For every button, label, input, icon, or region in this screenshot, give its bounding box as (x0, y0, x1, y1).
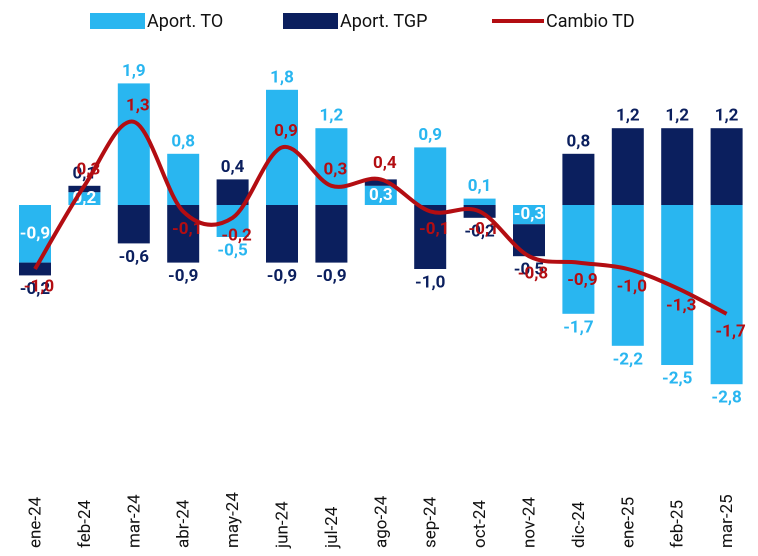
x-tick-label: ene-25 (618, 497, 638, 548)
x-tick-label: ene-24 (25, 496, 45, 548)
x-tick-label: feb-24 (75, 499, 95, 548)
line-label: -0,2 (221, 225, 252, 245)
x-tick-label: jul-24 (322, 506, 342, 549)
legend-label: Aport. TO (147, 11, 223, 32)
bar (562, 153, 595, 205)
value-label: 1,2 (665, 106, 689, 126)
bar (364, 179, 397, 186)
x-tick-label: abr-24 (174, 499, 194, 548)
line-label: -1,7 (715, 321, 746, 341)
line-label: -0,1 (468, 219, 498, 239)
bar (710, 128, 743, 205)
value-label: -1,0 (415, 272, 445, 292)
x-tick-label: feb-25 (668, 500, 688, 548)
bar (266, 205, 298, 263)
bar (414, 205, 447, 269)
bar (315, 205, 348, 263)
bar (611, 205, 644, 346)
value-label: 1,2 (320, 106, 344, 126)
value-label: 1,2 (616, 106, 640, 126)
value-label: -0,9 (267, 266, 297, 286)
line (33, 119, 728, 316)
bar (513, 205, 545, 225)
x-tick-label: ago-24 (371, 495, 391, 548)
bar (463, 198, 496, 205)
line-label: 0,3 (324, 159, 348, 179)
value-label: 1,9 (122, 61, 146, 81)
value-label: -0,9 (20, 223, 50, 243)
line-label: 1,3 (126, 95, 150, 115)
line-label: 0,3 (77, 159, 101, 179)
line-label: -0,1 (419, 219, 449, 239)
value-label: -0,5 (217, 240, 248, 260)
bar (315, 128, 348, 205)
value-label: -2,5 (662, 368, 693, 388)
x-tick-label: dic-24 (569, 501, 589, 548)
legend-label: Cambio TD (546, 11, 635, 32)
bar (513, 224, 545, 257)
legend-swatch (90, 13, 145, 29)
value-label: 0,3 (369, 185, 393, 205)
legend-label: Aport. TGP (340, 11, 428, 32)
value-label: -0,6 (119, 247, 150, 267)
x-tick-label: mar-25 (717, 494, 737, 548)
legend-swatch (283, 13, 338, 29)
value-label: 0,8 (567, 131, 591, 151)
bar (216, 179, 249, 205)
x-tick-label: mar-24 (124, 494, 144, 548)
value-label: -0,9 (168, 266, 198, 286)
value-label: -0,2 (20, 279, 51, 299)
value-label: 1,8 (270, 67, 294, 87)
line-label: -0,8 (518, 264, 548, 284)
bar (364, 185, 397, 205)
x-tick-label: may-24 (223, 492, 243, 548)
line-label: -1,3 (666, 296, 696, 316)
value-label: -1,7 (563, 317, 594, 337)
line-label: 0,4 (373, 153, 397, 173)
value-label: -2,2 (613, 349, 644, 369)
bar (117, 205, 150, 244)
value-label: 0,9 (418, 125, 442, 145)
x-tick-label: jun-24 (272, 501, 292, 549)
bar (562, 205, 595, 314)
value-label: 0,8 (171, 131, 195, 151)
value-label: -0,5 (514, 260, 545, 280)
value-label: -0,9 (316, 266, 346, 286)
line-label: -0,9 (567, 270, 597, 290)
x-tick-label: nov-24 (519, 497, 539, 548)
x-tick-label: oct-24 (470, 500, 490, 548)
bar (710, 205, 743, 385)
bar (611, 128, 644, 205)
value-label: -0,2 (464, 221, 495, 241)
value-label: 0,1 (468, 176, 492, 196)
line-label: -1,0 (24, 276, 54, 296)
x-tick-label: sep-24 (421, 496, 441, 548)
value-label: 0,4 (221, 157, 245, 177)
value-label: -0,3 (514, 204, 544, 224)
value-label: -2,8 (711, 388, 741, 408)
value-label: 1,2 (715, 106, 739, 126)
bar (661, 128, 694, 205)
line-label: -0,1 (172, 219, 202, 239)
line-label: -1,0 (617, 276, 647, 296)
bar (414, 147, 447, 205)
line-label: 0,9 (274, 121, 298, 141)
bar (117, 83, 150, 205)
bar (167, 205, 200, 263)
